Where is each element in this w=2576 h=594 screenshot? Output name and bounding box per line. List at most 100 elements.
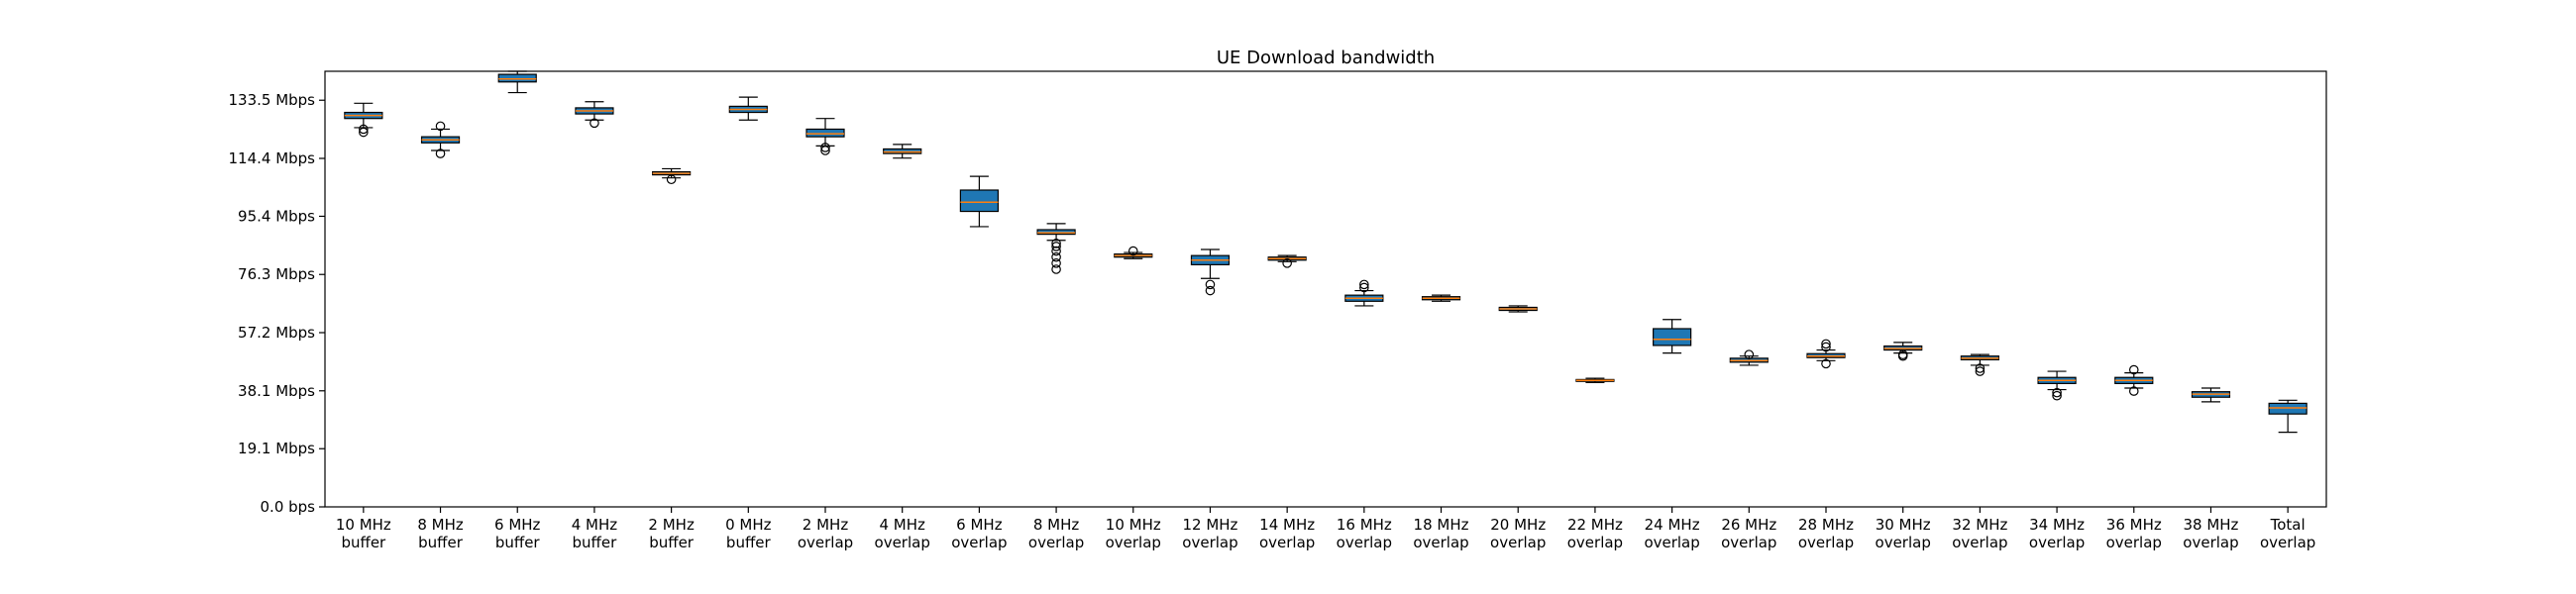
x-tick-label-line1: 26 MHz [1721, 516, 1776, 534]
outlier-point [1051, 251, 1061, 262]
outlier-point [1821, 339, 1831, 349]
outlier-point [1282, 258, 1292, 268]
x-tick-label-line2: overlap [1567, 534, 1623, 551]
y-axis: 0.0 bps 19.1 Mbps 38.1 Mbps 57.2 Mbps 76.3 M… [228, 91, 325, 516]
x-tick-label-line1: 34 MHz [2029, 516, 2085, 534]
x-tick-label-line2: overlap [1028, 534, 1084, 551]
outlier-point [1897, 349, 1908, 359]
x-tick-label-line2: overlap [1798, 534, 1854, 551]
y-tick-label: 95.4 Mbps [238, 207, 315, 225]
outlier-point [359, 124, 369, 135]
x-tick-label-line2: overlap [2183, 534, 2238, 551]
outlier-point [1744, 349, 1755, 359]
x-tick-label-line1: 14 MHz [1259, 516, 1315, 534]
outlier-point [1205, 279, 1216, 290]
outlier-point [1359, 282, 1369, 293]
y-tick-label: 133.5 Mbps [228, 91, 315, 109]
x-tick-label-line1: 10 MHz [336, 516, 391, 534]
box-group [1653, 319, 1692, 354]
box-group [2268, 399, 2308, 434]
x-tick-label-line2: buffer [726, 534, 772, 551]
y-tick-label: 19.1 Mbps [238, 440, 315, 457]
y-tick-label: 114.4 Mbps [228, 149, 315, 167]
box-group [1575, 377, 1615, 384]
x-tick-label-line2: overlap [1490, 534, 1546, 551]
box-group [1267, 254, 1307, 268]
box-group [1729, 349, 1769, 366]
x-tick-label-line2: overlap [1952, 534, 2007, 551]
box [883, 148, 922, 154]
x-tick-label-line2: buffer [495, 534, 541, 551]
x-tick-label-line1: 2 MHz [648, 516, 695, 534]
outlier-point [1821, 342, 1831, 352]
box-group [1344, 279, 1384, 307]
box-group [1036, 223, 1076, 274]
x-tick-label-line2: overlap [875, 534, 930, 551]
outlier-point [1127, 246, 1138, 256]
outlier-point [359, 127, 369, 138]
plot-area [344, 70, 2308, 434]
x-tick-label-line2: overlap [2106, 534, 2162, 551]
x-tick-label-line2: overlap [1182, 534, 1237, 551]
x-tick-label-line1: 8 MHz [1033, 516, 1080, 534]
x-tick-label-line2: overlap [2029, 534, 2085, 551]
box-group [2191, 387, 2231, 403]
box-group [2114, 364, 2154, 396]
outlier-point [1051, 264, 1061, 274]
x-tick-label-line1: 38 MHz [2183, 516, 2238, 534]
x-tick-label-line1: 8 MHz [417, 516, 464, 534]
x-tick-label-line2: overlap [951, 534, 1007, 551]
x-tick-label-line2: overlap [1644, 534, 1699, 551]
box-group [728, 96, 768, 121]
x-tick-label-line1: 30 MHz [1876, 516, 1931, 534]
x-tick-label-line2: buffer [418, 534, 464, 551]
box-group [1883, 342, 1923, 361]
x-tick-label-line1: 24 MHz [1645, 516, 1700, 534]
x-tick-label-line2: overlap [1106, 534, 1161, 551]
x-tick-label-line1: 6 MHz [956, 516, 1003, 534]
x-tick-label-line1: 0 MHz [725, 516, 772, 534]
x-tick-label-line1: 6 MHz [494, 516, 541, 534]
box [1036, 229, 1076, 236]
x-tick-label-line1: 4 MHz [879, 516, 925, 534]
x-tick-label-line1: 10 MHz [1106, 516, 1161, 534]
x-tick-label-line2: overlap [2260, 534, 2315, 551]
x-tick-label-line1: 28 MHz [1798, 516, 1854, 534]
outlier-point [2052, 390, 2062, 401]
box-group [420, 121, 461, 158]
x-tick-label-line1: 22 MHz [1567, 516, 1623, 534]
x-tick-label-line2: overlap [1721, 534, 1776, 551]
x-tick-label-line2: overlap [798, 534, 853, 551]
x-tick-label-line1: 2 MHz [803, 516, 849, 534]
chart-title: UE Download bandwidth [1217, 48, 1435, 68]
x-tick-label-line1: 32 MHz [1952, 516, 2007, 534]
x-tick-label-line2: buffer [649, 534, 695, 551]
outlier-point [2128, 386, 2139, 396]
x-tick-label-line1: 20 MHz [1490, 516, 1546, 534]
outlier-point [1051, 239, 1061, 248]
box-group [575, 101, 614, 129]
box-group [344, 102, 383, 138]
axes-frame [324, 70, 2327, 508]
y-tick-label: 0.0 bps [261, 498, 316, 516]
x-tick-label-line1: 12 MHz [1182, 516, 1237, 534]
x-tick-label-line2: overlap [1876, 534, 1931, 551]
box-group [1498, 305, 1538, 313]
box [1653, 328, 1692, 346]
box [2268, 402, 2308, 415]
box [497, 73, 537, 83]
outlier-point [1975, 366, 1986, 376]
x-tick-label-line1: Total [2270, 516, 2306, 534]
x-tick-label-line2: overlap [1259, 534, 1315, 551]
box-group [959, 175, 999, 228]
box [805, 128, 845, 138]
outlier-point [590, 118, 599, 129]
outlier-point [820, 143, 830, 152]
x-tick-label-line2: overlap [1413, 534, 1468, 551]
box-group [1806, 339, 1846, 369]
y-tick-label: 76.3 Mbps [238, 265, 315, 283]
box-group [652, 167, 692, 185]
outlier-point [1821, 358, 1831, 369]
